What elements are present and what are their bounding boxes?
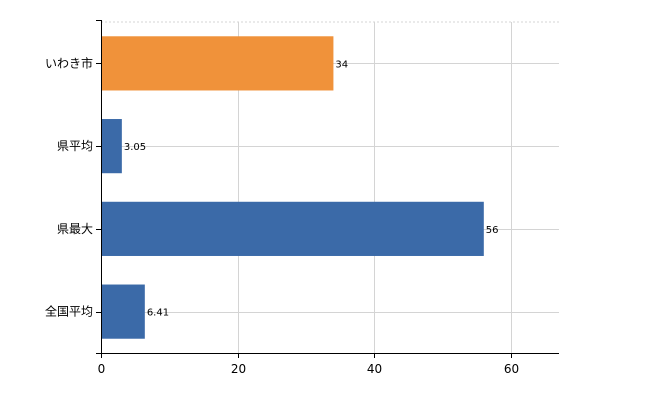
x-tick-label: 40 — [367, 362, 382, 376]
x-tick-label: 60 — [504, 362, 519, 376]
bar — [101, 201, 484, 256]
category-label: 県平均 — [57, 139, 93, 153]
data-labels: 34 3.05 56 6.41 — [124, 59, 499, 318]
bar — [101, 284, 145, 339]
data-label: 6.41 — [147, 308, 169, 319]
category-label: いわき市 — [45, 55, 93, 70]
bar — [101, 119, 122, 174]
x-tick-label: 0 — [98, 362, 106, 376]
data-label: 3.05 — [124, 142, 146, 153]
category-label: 県最大 — [57, 222, 93, 236]
category-label: 全国平均 — [45, 304, 93, 319]
bars — [101, 36, 484, 339]
data-label: 34 — [335, 59, 348, 70]
bar — [101, 36, 334, 91]
data-label: 56 — [486, 225, 499, 236]
x-tick-label: 20 — [231, 362, 246, 376]
